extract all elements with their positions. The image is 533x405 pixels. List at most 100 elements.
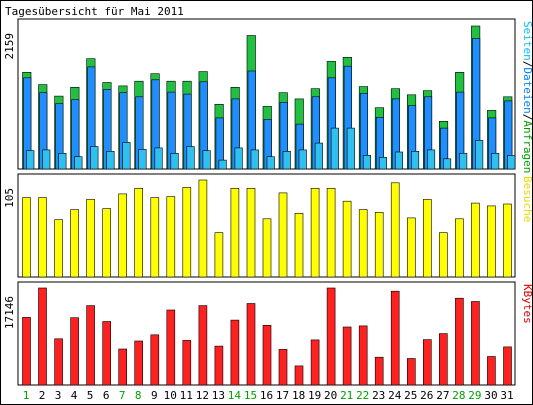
bar-kbytes-day-21 bbox=[342, 326, 352, 386]
x-day-label: 6 bbox=[103, 389, 110, 402]
x-day-label: 22 bbox=[356, 389, 369, 402]
bar-seiten-day-9 bbox=[154, 147, 163, 170]
panel-side-legend: KBytes bbox=[521, 284, 533, 324]
bar-kbytes-day-29 bbox=[471, 301, 480, 386]
x-day-label: 17 bbox=[276, 389, 289, 402]
bar-besuche-day-15 bbox=[246, 188, 256, 278]
bar-kbytes-day-9 bbox=[150, 334, 160, 386]
bar-kbytes-day-23 bbox=[374, 356, 384, 386]
bar-besuche-day-26 bbox=[422, 199, 432, 278]
bar-seiten-day-31 bbox=[507, 155, 516, 170]
bar-kbytes-day-30 bbox=[487, 356, 496, 386]
legend-part: KBytes bbox=[521, 284, 533, 324]
legend-part: Seiten bbox=[521, 21, 533, 61]
bar-besuche-day-27 bbox=[438, 232, 448, 278]
bar-besuche-day-9 bbox=[150, 197, 160, 278]
panel-top: 2159 Seiten/Dateien/Anfragen bbox=[3, 18, 533, 173]
legend-part: Besuche bbox=[521, 176, 533, 222]
legend-part: Dateien bbox=[521, 67, 533, 113]
bar-besuche-day-10 bbox=[166, 196, 176, 278]
bar-seiten-day-18 bbox=[298, 149, 307, 170]
panel-side-legend: Seiten/Dateien/Anfragen bbox=[521, 21, 533, 173]
bar-seiten-day-27 bbox=[442, 158, 452, 170]
bar-seiten-day-21 bbox=[346, 127, 355, 170]
bar-kbytes-day-28 bbox=[455, 297, 464, 386]
bar-besuche-day-17 bbox=[278, 192, 288, 278]
x-day-label: 13 bbox=[212, 389, 225, 402]
bar-kbytes-day-31 bbox=[503, 346, 512, 386]
x-day-label: 29 bbox=[468, 389, 481, 402]
bar-kbytes-day-8 bbox=[134, 340, 143, 386]
bar-besuche-day-28 bbox=[455, 218, 464, 278]
bar-kbytes-day-22 bbox=[358, 325, 368, 386]
x-day-label: 27 bbox=[436, 389, 449, 402]
bar-besuche-day-8 bbox=[134, 188, 143, 278]
bar-seiten-day-16 bbox=[266, 156, 275, 170]
x-day-label: 4 bbox=[71, 389, 78, 402]
bar-seiten-day-19 bbox=[314, 142, 323, 170]
bar-kbytes-day-12 bbox=[198, 305, 208, 386]
bar-besuche-day-3 bbox=[54, 219, 63, 278]
x-day-label: 18 bbox=[292, 389, 305, 402]
bar-kbytes-day-13 bbox=[214, 345, 224, 386]
bar-besuche-day-5 bbox=[86, 199, 95, 278]
x-axis-day-labels: 1 2 3 4 5 6 7 8 9 10 11 12 13 14 15 16 17 18 19 20 21 22 23 24 2… bbox=[23, 389, 514, 402]
bar-kbytes-day-2 bbox=[38, 287, 47, 386]
bar-besuche-day-23 bbox=[374, 212, 384, 278]
bar-seiten-day-6 bbox=[106, 151, 115, 170]
bar-kbytes-day-14 bbox=[230, 319, 240, 386]
bar-besuche-day-30 bbox=[487, 205, 496, 278]
x-day-label: 7 bbox=[119, 389, 126, 402]
bar-kbytes-day-26 bbox=[422, 339, 432, 386]
x-day-label: 14 bbox=[228, 389, 242, 402]
x-day-label: 2 bbox=[39, 389, 46, 402]
panel-middle: 105 Besuche bbox=[3, 173, 533, 278]
bar-seiten-day-23 bbox=[378, 157, 388, 170]
bar-besuche-day-25 bbox=[406, 217, 416, 278]
bar-kbytes-day-16 bbox=[262, 324, 272, 386]
bar-seiten-day-7 bbox=[122, 142, 131, 170]
bar-seiten-day-15 bbox=[250, 149, 259, 170]
x-day-label: 1 bbox=[23, 389, 30, 402]
x-day-label: 19 bbox=[308, 389, 321, 402]
bar-kbytes-day-11 bbox=[182, 340, 192, 386]
legend-part: Anfragen bbox=[521, 120, 533, 173]
bar-seiten-day-28 bbox=[459, 153, 468, 170]
bar-kbytes-day-15 bbox=[246, 303, 256, 386]
bar-besuche-day-20 bbox=[326, 188, 336, 278]
bar-seiten-day-13 bbox=[218, 159, 227, 170]
x-day-label: 3 bbox=[55, 389, 62, 402]
bar-kbytes-day-7 bbox=[118, 348, 127, 386]
bar-besuche-day-7 bbox=[118, 193, 127, 278]
chart-title: Tagesübersicht für Mai 2011 bbox=[5, 5, 184, 18]
x-day-label: 10 bbox=[164, 389, 177, 402]
bar-seiten-day-10 bbox=[170, 153, 179, 170]
bar-kbytes-day-3 bbox=[54, 338, 63, 386]
x-day-label: 24 bbox=[388, 389, 402, 402]
bar-seiten-day-26 bbox=[426, 149, 436, 170]
bar-seiten-day-5 bbox=[90, 146, 99, 170]
bar-seiten-day-24 bbox=[394, 151, 404, 170]
bar-seiten-day-1 bbox=[26, 150, 35, 170]
panel-max-label: 105 bbox=[3, 188, 16, 208]
bar-besuche-day-1 bbox=[22, 197, 31, 278]
bar-besuche-day-11 bbox=[182, 187, 192, 278]
bar-seiten-day-14 bbox=[234, 147, 243, 170]
bar-kbytes-day-4 bbox=[70, 317, 79, 386]
bar-besuche-day-14 bbox=[230, 188, 240, 278]
x-day-label: 11 bbox=[180, 389, 193, 402]
bar-kbytes-day-19 bbox=[310, 339, 320, 386]
bar-seiten-day-11 bbox=[186, 146, 195, 170]
bar-besuche-day-19 bbox=[310, 188, 320, 278]
bar-seiten-day-8 bbox=[138, 149, 147, 170]
bar-besuche-day-4 bbox=[70, 209, 79, 278]
x-day-label: 20 bbox=[324, 389, 337, 402]
bar-seiten-day-2 bbox=[42, 149, 51, 170]
bar-besuche-day-2 bbox=[38, 197, 47, 278]
bar-besuche-day-31 bbox=[503, 203, 512, 278]
x-day-label: 5 bbox=[87, 389, 94, 402]
bar-seiten-day-22 bbox=[362, 155, 372, 170]
bar-kbytes-day-18 bbox=[294, 365, 304, 386]
